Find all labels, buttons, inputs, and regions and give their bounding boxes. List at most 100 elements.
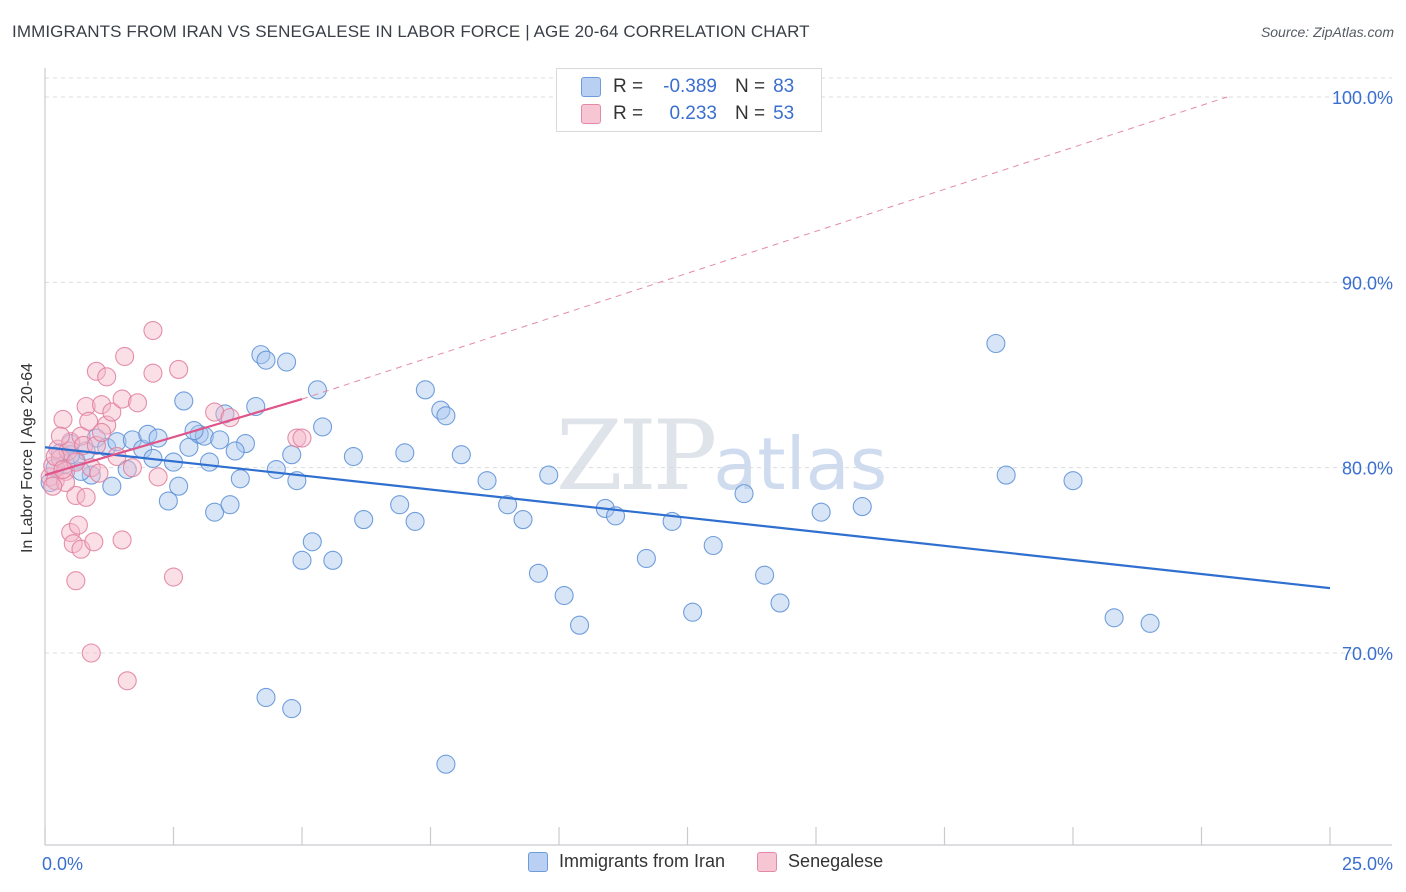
senegalese-point — [97, 367, 117, 387]
senegalese-point — [91, 422, 112, 443]
senegalese-point — [169, 359, 189, 379]
iran-point — [395, 443, 415, 463]
senegalese-trend-line — [44, 398, 303, 477]
senegalese-point — [76, 396, 96, 417]
iran-point — [405, 511, 425, 531]
series-legend-iran[interactable]: Immigrants from Iran — [528, 851, 725, 872]
legend-n-value-iran: 83 — [773, 76, 795, 97]
series-legend-senegalese[interactable]: Senegalese — [757, 851, 883, 872]
legend-r-label: R = — [613, 76, 644, 97]
senegalese-point — [163, 567, 184, 587]
iran-point — [852, 497, 872, 517]
senegalese-point — [292, 428, 312, 448]
senegalese-point — [76, 487, 96, 507]
iran-point — [498, 495, 518, 515]
series-legend: Immigrants from Iran Senegalese — [528, 851, 915, 872]
series-swatch-iran — [528, 851, 548, 872]
legend-n-label: N = — [735, 103, 766, 124]
senegalese-point — [50, 426, 70, 446]
y-axis-label: In Labor Force | Age 20-64 — [19, 362, 36, 554]
iran-point — [251, 345, 271, 365]
series-label-senegalese: Senegalese — [788, 851, 884, 871]
y-tick-label: 90.0% — [1342, 273, 1393, 293]
iran-point — [1063, 471, 1083, 491]
iran-point — [770, 593, 790, 613]
legend-row-iran: R = -0.389 N = 83 — [581, 73, 794, 101]
iran-point — [734, 484, 754, 504]
senegalese-point — [84, 532, 104, 552]
iran-point — [996, 465, 1016, 485]
senegalese-point — [81, 643, 101, 663]
senegalese-series — [40, 320, 312, 691]
senegalese-point — [112, 389, 132, 409]
iran-point — [986, 333, 1006, 354]
source-label: Source: ZipAtlas.com — [1260, 24, 1394, 40]
legend-row-senegalese: R = 0.233 N = 53 — [581, 100, 794, 128]
iran-point — [277, 352, 297, 372]
iran-point — [1140, 613, 1160, 633]
iran-point — [266, 459, 286, 480]
iran-point — [174, 391, 194, 411]
iran-point — [81, 465, 101, 485]
iran-point — [292, 550, 312, 570]
iran-point — [205, 502, 225, 522]
iran-point — [210, 430, 230, 450]
iran-point — [683, 602, 703, 622]
legend-n-value-senegalese: 53 — [773, 103, 795, 124]
senegalese-point — [143, 320, 163, 341]
senegalese-point — [112, 530, 132, 550]
iran-point — [1104, 608, 1124, 628]
iran-point — [225, 441, 245, 461]
iran-point — [107, 432, 127, 452]
iran-point — [282, 699, 302, 719]
iran-point — [431, 400, 451, 420]
iran-point — [282, 445, 302, 465]
iran-point — [199, 452, 220, 472]
iran-point — [169, 476, 189, 496]
senegalese-point — [53, 409, 73, 430]
senegalese-point — [89, 463, 109, 483]
iran-point — [256, 350, 276, 370]
y-tick-label: 100.0% — [1332, 88, 1393, 108]
x-tick-label: 25.0% — [1342, 854, 1393, 874]
y-tick-label: 80.0% — [1342, 459, 1393, 479]
iran-point — [323, 550, 343, 570]
senegalese-point — [79, 411, 99, 431]
chart-title: IMMIGRANTS FROM IRAN VS SENEGALESE IN LA… — [12, 22, 810, 41]
senegalese-point — [127, 393, 148, 413]
iran-point — [415, 380, 435, 400]
iran-point — [528, 563, 548, 583]
iran-point — [513, 510, 533, 530]
senegalese-trend-extension — [301, 96, 1228, 400]
senegalese-point — [148, 467, 168, 487]
iran-point — [158, 491, 178, 511]
senegalese-point — [43, 476, 63, 496]
iran-point — [570, 615, 590, 635]
senegalese-point — [91, 395, 112, 415]
iran-point — [811, 502, 831, 522]
iran-point — [554, 585, 574, 606]
x-tick-label: 0.0% — [42, 854, 83, 874]
legend-swatch-iran — [581, 77, 601, 97]
y-tick-label: 70.0% — [1342, 644, 1393, 664]
senegalese-point — [86, 361, 106, 381]
iran-point — [436, 754, 456, 774]
iran-point — [390, 495, 410, 515]
iran-point — [354, 510, 374, 530]
iran-point — [636, 548, 656, 569]
senegalese-point — [117, 671, 137, 691]
series-swatch-senegalese — [757, 851, 778, 872]
correlation-legend: R = -0.389 N = 83 R = 0.233 N = 53 — [556, 68, 822, 132]
iran-point — [230, 469, 250, 489]
iran-point — [755, 565, 775, 585]
iran-point — [539, 465, 559, 485]
iran-point — [302, 532, 322, 552]
zipatlas-watermark: ZIPatlas — [556, 400, 888, 512]
senegalese-point — [68, 515, 88, 535]
senegalese-point — [61, 522, 81, 543]
legend-r-label: R = — [613, 103, 644, 124]
iran-point — [235, 434, 256, 454]
iran-point — [703, 535, 723, 556]
iran-series — [40, 333, 1160, 774]
iran-trend-line — [44, 446, 1331, 590]
